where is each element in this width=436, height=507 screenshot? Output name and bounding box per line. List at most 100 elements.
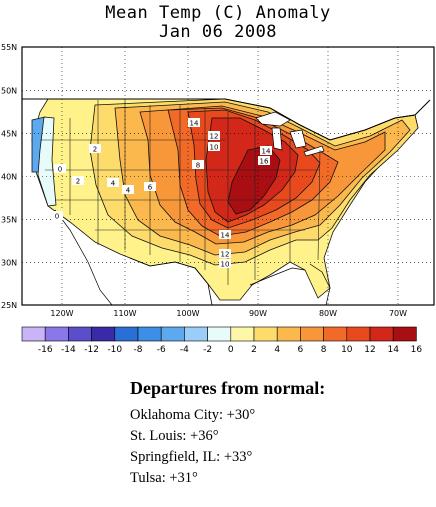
contour-label: 0 [51, 211, 63, 221]
colorbar-label: 6 [298, 345, 304, 355]
colorbar-swatch [230, 326, 255, 342]
contour-label: 2 [89, 144, 101, 154]
contour-label: 6 [144, 182, 156, 192]
contour-label: 14 [188, 118, 200, 128]
colorbar-swatch [207, 326, 232, 342]
svg-text:0: 0 [55, 213, 59, 221]
contour-label: 12 [208, 131, 220, 141]
colorbar-label: 16 [411, 345, 423, 355]
svg-text:0: 0 [58, 166, 62, 174]
canada-border [22, 98, 431, 141]
colorbar-label: -8 [134, 345, 143, 355]
colorbar-label: -4 [180, 345, 189, 355]
colorbar-label: -10 [107, 345, 122, 355]
svg-text:12: 12 [210, 133, 219, 141]
latitude-label: 30N [1, 258, 17, 267]
colorbar-swatch [392, 326, 417, 342]
longitude-label: 110W [113, 309, 136, 318]
svg-text:8: 8 [196, 162, 200, 170]
colorbar-swatch [300, 326, 324, 342]
latitude-labels: 55N 50N 45N 40N 35N 30N 25N [1, 43, 17, 310]
colorbar-swatch [346, 326, 371, 342]
departures-heading: Departures from normal: [130, 378, 326, 398]
map-title: Mean Temp (C) Anomaly [105, 3, 331, 23]
longitude-label: 120W [50, 309, 73, 318]
departure-tulsa: Tulsa: +31° [130, 470, 198, 486]
departures-panel: Departures from normal: Oklahoma City: +… [130, 378, 430, 489]
colorbar-label: -12 [84, 345, 99, 355]
latitude-label: 45N [1, 130, 17, 139]
colorbar-swatch [44, 326, 69, 342]
colorbar-swatch [184, 326, 208, 342]
colorbar-label: 12 [364, 345, 375, 355]
svg-text:2: 2 [76, 178, 80, 186]
colorbar-label: -14 [61, 345, 76, 355]
contour-label: 10 [219, 259, 231, 269]
colorbar-label: 0 [228, 345, 234, 355]
svg-text:10: 10 [221, 261, 230, 269]
svg-text:14: 14 [262, 148, 271, 156]
svg-text:6: 6 [148, 184, 153, 192]
longitude-label: 100W [176, 309, 199, 318]
colorbar-swatch [91, 326, 116, 342]
colorbar-swatch [114, 326, 139, 342]
longitude-label: 80W [319, 309, 337, 318]
svg-text:16: 16 [260, 158, 269, 166]
departure-okc: Oklahoma City: +30° [130, 407, 256, 423]
longitude-label: 70W [389, 309, 407, 318]
contour-labels: 14 12 10 8 6 4 2 0 14 16 14 12 10 4 2 0 [51, 118, 272, 269]
svg-text:12: 12 [221, 251, 230, 259]
svg-text:14: 14 [190, 120, 199, 128]
lake-superior [255, 111, 291, 127]
latitude-label: 35N [1, 215, 17, 224]
colorbar-swatch [369, 326, 394, 342]
lake-huron [289, 129, 307, 149]
colorbar-label: 14 [387, 345, 399, 355]
contour-label: 16 [258, 156, 270, 166]
longitude-label: 90W [249, 309, 267, 318]
region-anomaly-0 [37, 116, 57, 207]
svg-text:4: 4 [111, 180, 116, 188]
grid-lines [22, 47, 434, 305]
map-frame [21, 46, 435, 306]
colorbar-label: 10 [341, 345, 353, 355]
contour-label: 8 [192, 160, 204, 170]
gulf-coast [249, 267, 306, 286]
contour-label: 14 [260, 146, 272, 156]
latitude-label: 55N [1, 43, 17, 52]
latitude-label: 40N [1, 173, 17, 182]
svg-text:4: 4 [126, 187, 131, 195]
colorbar-swatch [276, 326, 301, 342]
departure-st-louis: St. Louis: +36° [130, 428, 219, 444]
svg-text:10: 10 [210, 144, 219, 152]
contour-label: 4 [122, 185, 134, 195]
colorbar [21, 326, 417, 342]
colorbar-label: 8 [321, 345, 327, 355]
map-date: Jan 06 2008 [158, 22, 278, 42]
colorbar-label: -2 [203, 345, 212, 355]
baja-coast [54, 209, 113, 305]
colorbar-swatch [253, 326, 278, 342]
florida-coast [309, 263, 331, 305]
colorbar-swatch [137, 326, 162, 342]
colorbar-label: 2 [251, 345, 257, 355]
lake-erie [303, 145, 325, 157]
latitude-label: 25N [1, 301, 17, 310]
colorbar-swatch [21, 326, 46, 342]
colorbar-swatch [160, 326, 185, 342]
colorbar-label: 4 [274, 345, 280, 355]
contour-label: 10 [208, 142, 220, 152]
contour-label: 14 [219, 230, 231, 240]
contour-label: 12 [219, 249, 231, 259]
mexico-border [129, 257, 213, 305]
departure-springfield: Springfield, IL: +33° [130, 449, 253, 465]
colorbar-label: -6 [157, 345, 166, 355]
contour-label: 4 [107, 178, 119, 188]
contour-label: 0 [54, 164, 66, 174]
contour-label: 2 [72, 176, 84, 186]
colorbar-label: -16 [38, 345, 53, 355]
colorbar-swatch [68, 326, 92, 342]
colorbar-swatch [323, 326, 348, 342]
colorbar-labels: -16 -14 -12 -10 -8 -6 -4 -2 0 2 4 6 8 10 12 14 16 [38, 345, 423, 355]
